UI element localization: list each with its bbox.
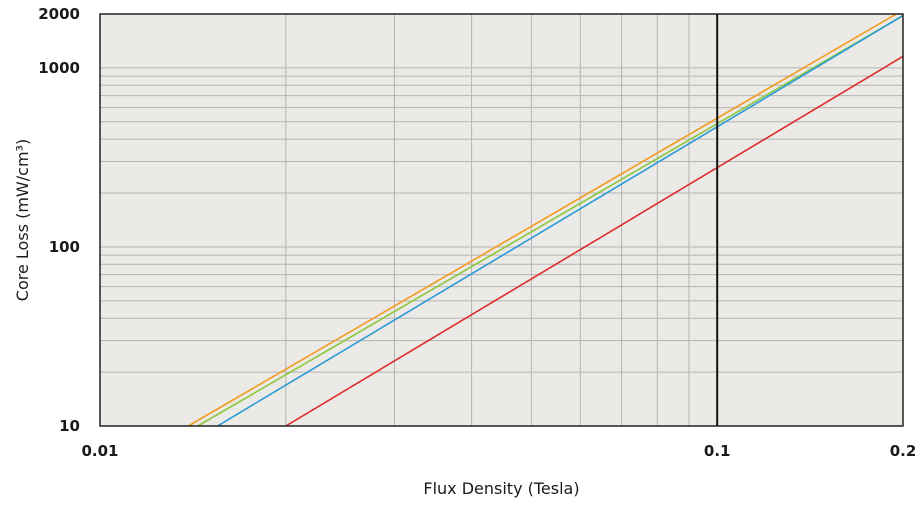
y-tick-label: 10 — [59, 417, 80, 435]
plot-frame — [99, 13, 904, 427]
x-tick-label: 0.2 — [890, 442, 916, 460]
series-line-2 — [197, 14, 903, 426]
x-axis-label: Flux Density (Tesla) — [423, 479, 579, 498]
x-tick-label: 0.1 — [704, 442, 731, 460]
y-tick-label: 100 — [49, 238, 80, 256]
y-tick-label: 1000 — [38, 59, 80, 77]
y-tick-labels: 10 100 1000 2000 — [38, 5, 80, 435]
x-tick-label: 0.01 — [81, 442, 118, 460]
series-line-4 — [285, 55, 903, 426]
series-line-1 — [187, 14, 897, 426]
plot-background — [100, 14, 903, 426]
series-line-3 — [217, 14, 903, 426]
x-tick-labels: 0.01 0.1 0.2 — [81, 442, 916, 460]
series-lines — [187, 14, 903, 426]
y-axis-label: Core Loss (mW/cm³) — [13, 139, 32, 301]
y-tick-label: 2000 — [38, 5, 80, 23]
